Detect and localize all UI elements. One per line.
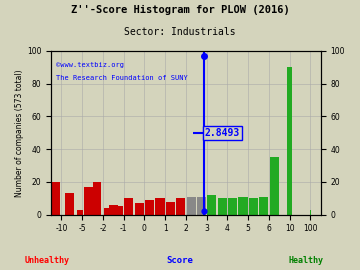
Bar [310, 210, 311, 215]
Bar [270, 157, 279, 215]
Bar [104, 208, 113, 215]
Bar [93, 182, 99, 215]
Bar [114, 207, 123, 215]
Bar [218, 198, 227, 215]
Bar [290, 98, 291, 215]
Bar [197, 197, 206, 215]
Bar [77, 210, 83, 215]
Bar [156, 198, 165, 215]
Y-axis label: Number of companies (573 total): Number of companies (573 total) [15, 69, 24, 197]
Bar [249, 198, 258, 215]
Bar [287, 67, 292, 215]
Text: ©www.textbiz.org: ©www.textbiz.org [57, 62, 125, 68]
Bar [259, 197, 268, 215]
Bar [228, 198, 237, 215]
Bar [145, 200, 154, 215]
Text: Unhealthy: Unhealthy [24, 256, 69, 265]
Bar [124, 198, 134, 215]
Bar [238, 197, 248, 215]
Text: 2.8493: 2.8493 [204, 128, 240, 138]
Text: Healthy: Healthy [288, 256, 324, 265]
Bar [98, 182, 101, 215]
Bar [109, 205, 118, 215]
Text: Sector: Industrials: Sector: Industrials [124, 27, 236, 37]
Bar [51, 182, 60, 215]
Bar [186, 197, 195, 215]
Text: Z''-Score Histogram for PLOW (2016): Z''-Score Histogram for PLOW (2016) [71, 5, 289, 15]
Bar [176, 198, 185, 215]
Text: The Research Foundation of SUNY: The Research Foundation of SUNY [57, 76, 188, 82]
Bar [65, 193, 74, 215]
Bar [85, 187, 94, 215]
Bar [207, 195, 216, 215]
Bar [166, 202, 175, 215]
Bar [135, 203, 144, 215]
Text: Score: Score [167, 256, 193, 265]
